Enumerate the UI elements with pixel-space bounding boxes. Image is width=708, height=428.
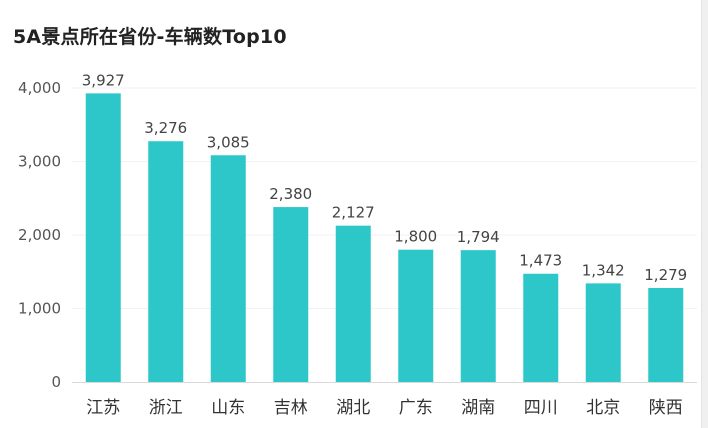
bar	[523, 273, 559, 382]
x-tick-label: 山东	[211, 398, 245, 418]
bar	[585, 283, 621, 382]
x-tick-label: 吉林	[274, 398, 308, 418]
bar	[335, 225, 371, 382]
bar	[210, 155, 246, 382]
x-tick-label: 广东	[399, 398, 433, 418]
bar	[648, 287, 684, 382]
x-tick-label: 江苏	[86, 398, 120, 418]
x-tick-label: 湖北	[336, 398, 370, 418]
y-tick-label: 2,000	[18, 226, 61, 244]
y-tick-label: 0	[51, 373, 61, 391]
data-label: 1,279	[644, 266, 687, 284]
data-label: 1,473	[519, 252, 562, 270]
x-tick-label: 北京	[586, 398, 620, 418]
data-label: 3,927	[82, 71, 125, 89]
data-label: 3,085	[207, 133, 250, 151]
bar	[148, 141, 184, 382]
bar	[460, 250, 496, 382]
scrollbar-edge[interactable]	[701, 0, 708, 428]
y-tick-label: 1,000	[18, 300, 61, 318]
data-label: 2,380	[269, 185, 312, 203]
data-label: 1,342	[582, 261, 625, 279]
data-label: 3,276	[144, 119, 187, 137]
bar	[273, 207, 309, 382]
data-label: 2,127	[332, 204, 375, 222]
chart-title: 5A景点所在省份-车辆数Top10	[13, 26, 287, 48]
x-tick-label: 浙江	[149, 398, 183, 418]
x-tick-label: 陕西	[649, 398, 683, 418]
x-tick-label: 湖南	[461, 398, 495, 418]
bar	[398, 249, 434, 382]
data-label: 1,794	[457, 228, 500, 246]
bar	[85, 93, 121, 382]
x-tick-label: 四川	[524, 398, 558, 418]
y-tick-label: 4,000	[18, 79, 61, 97]
data-label: 1,800	[394, 228, 437, 246]
y-tick-label: 3,000	[18, 153, 61, 171]
